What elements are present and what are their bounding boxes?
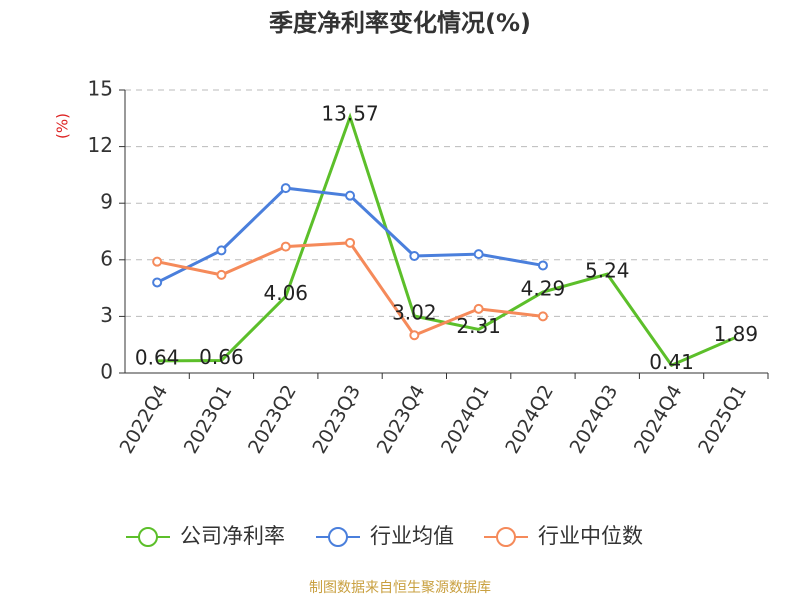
y-tick-label: 6 [100, 246, 113, 270]
series-line [157, 112, 737, 368]
legend-label: 行业中位数 [538, 524, 643, 548]
y-tick-label: 3 [100, 303, 113, 327]
x-tick-label: 2023Q3 [308, 381, 365, 457]
y-tick-label: 9 [100, 190, 113, 214]
x-tick-label: 2023Q4 [373, 381, 430, 457]
point-marker [537, 311, 548, 322]
data-label: 0.41 [649, 350, 694, 374]
y-tick-label: 12 [88, 133, 113, 157]
legend-label: 行业均值 [370, 524, 454, 548]
data-label: 5.24 [585, 259, 630, 283]
x-tick-label: 2024Q3 [566, 381, 623, 457]
data-label: 4.29 [521, 277, 566, 301]
data-label: 1.89 [714, 322, 759, 346]
data-label: 4.06 [263, 281, 308, 305]
point-marker [216, 245, 227, 256]
legend-label: 公司净利率 [180, 524, 285, 548]
x-tick-label: 2022Q4 [115, 381, 172, 457]
point-marker [409, 251, 420, 262]
point-marker [280, 183, 291, 194]
series-line [156, 186, 544, 284]
x-tick-label: 2023Q2 [244, 381, 301, 457]
x-tick-label: 2023Q1 [180, 381, 237, 457]
point-marker [216, 269, 227, 280]
point-marker [409, 330, 420, 341]
data-label: 0.64 [135, 345, 180, 369]
legend-marker [496, 527, 516, 547]
chart-title: 季度净利率变化情况(%) [269, 9, 531, 37]
x-tick-label: 2024Q4 [630, 381, 687, 457]
legend-marker [328, 527, 348, 547]
data-label: 2.31 [456, 314, 501, 338]
x-tick-label: 2024Q1 [437, 381, 494, 457]
data-label: 3.02 [392, 301, 437, 325]
legend-marker [138, 527, 158, 547]
point-marker [152, 277, 163, 288]
x-tick-label: 2025Q1 [694, 381, 751, 457]
point-marker [345, 190, 356, 201]
y-axis-label: (%) [54, 113, 72, 139]
point-marker [152, 256, 163, 267]
x-tick-label: 2024Q2 [501, 381, 558, 457]
point-marker [345, 237, 356, 248]
source-note: 制图数据来自恒生聚源数据库 [309, 580, 491, 596]
y-tick-label: 15 [88, 77, 113, 101]
point-marker [537, 260, 548, 271]
data-label: 0.66 [199, 345, 244, 369]
point-marker [280, 241, 291, 252]
data-label: 13.57 [321, 101, 378, 125]
point-marker [473, 303, 484, 314]
y-tick-label: 0 [100, 360, 113, 384]
point-marker [473, 249, 484, 260]
